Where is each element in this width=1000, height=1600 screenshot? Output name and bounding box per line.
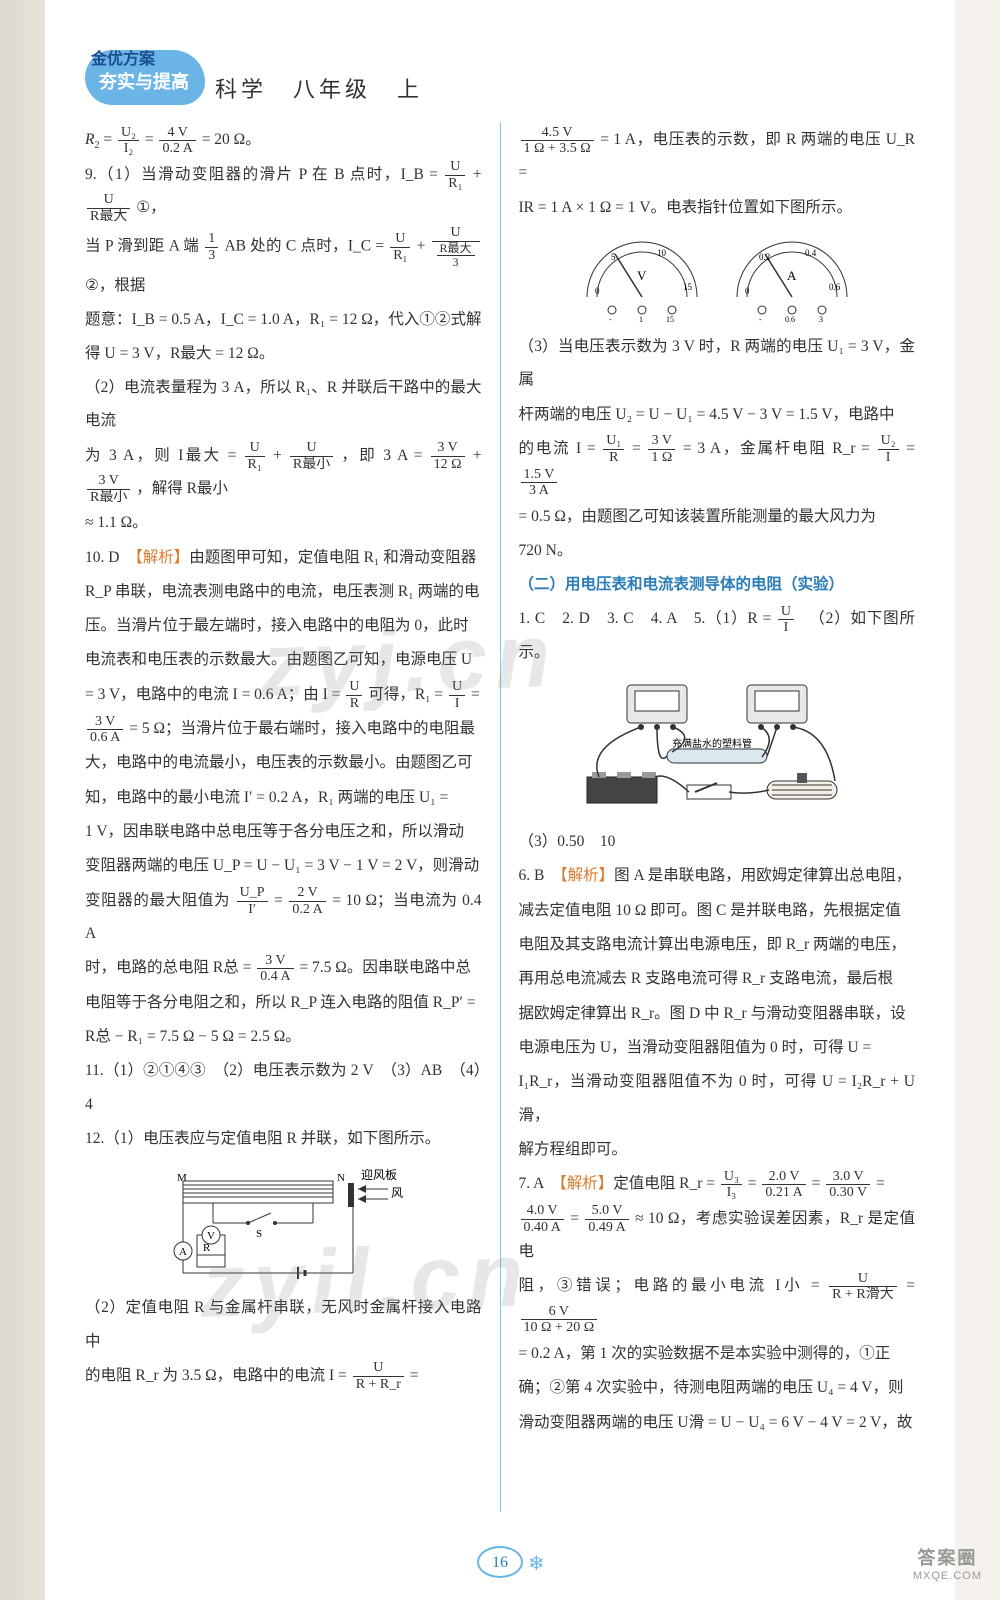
text-line: I₁R_r，当滑动变阻器阻值不为 0 时，可得 U = I₂R_r + U滑，	[519, 1065, 916, 1132]
text-line: IR = 1 A × 1 Ω = 1 V。电表指针位置如下图所示。	[519, 191, 916, 224]
text-line: 确；②第 4 次实验中，待测电阻两端的电压 U₄ = 4 V，则	[519, 1371, 916, 1404]
svg-text:0: 0	[745, 286, 750, 296]
stamp-line1: 金优方案	[91, 45, 155, 69]
text-line: 1. C 2. D 3. C 4. A 5.（1）R = UI （2）如下图所示…	[519, 602, 916, 669]
text-line: 滑动变阻器两端的电压 U滑 = U − U₄ = 6 V − 4 V = 2 V…	[519, 1406, 916, 1439]
text-line: 3 V0.6 A = 5 Ω；当滑片位于最右端时，接入电路中的电阻最	[85, 712, 482, 745]
text-line: 压。当滑片位于最左端时，接入电路中的电阻为 0，此时	[85, 609, 482, 642]
analysis-label: 【解析】	[559, 1175, 613, 1192]
text-line: 大，电路中的电流最小，电压表的示数最小。由题图乙可	[85, 746, 482, 779]
text-line: 变阻器两端的电压 U_P = U − U₁ = 3 V − 1 V = 2 V，…	[85, 849, 482, 882]
analysis-label: 【解析】	[135, 549, 189, 566]
text-line: R2 = U₂I₂ = 4 V0.2 A = 20 Ω。	[85, 123, 482, 157]
right-column: 4.5 V1 Ω + 3.5 Ω = 1 A，电压表的示数，即 R 两端的电压 …	[501, 122, 916, 1512]
binding-edge	[0, 0, 45, 1600]
svg-text:5: 5	[611, 252, 616, 262]
text-line: = 3 V，电路中的电流 I = 0.6 A；由 I = UR 可得，R₁ = …	[85, 678, 482, 711]
text-line: 10. D 【解析】由题图甲可知，定值电阻 R₁ 和滑动变阻器	[85, 541, 482, 574]
page-header: 金优方案 夯实与提高 科学 八年级 上	[85, 30, 915, 110]
snow-icon: ❄	[528, 1551, 545, 1576]
svg-text:0.4: 0.4	[805, 248, 817, 258]
svg-text:15: 15	[683, 282, 693, 292]
svg-text:迎风板: 迎风板	[361, 1168, 397, 1182]
text-line: = 0.2 A，第 1 次的实验数据不是本实验中测得的，①正	[519, 1337, 916, 1370]
text-line: 电阻等于各分电阻之和，所以 R_P 连入电路的阻值 R_P′ =	[85, 986, 482, 1019]
text-line: 的电流 I = U₁R = 3 V1 Ω = 3 A，金属杆电阻 R_r = U…	[519, 432, 916, 499]
text-line: 7. A 【解析】定值电阻 R_r = U₃I₃ = 2.0 V0.21 A =…	[519, 1167, 916, 1200]
svg-text:A: A	[179, 1246, 187, 1258]
text-line: 据欧姆定律算出 R_r。图 D 中 R_r 与滑动变阻器串联，设	[519, 997, 916, 1030]
page-number: 16	[477, 1546, 523, 1578]
text-line: 当 P 滑到距 A 端 13 AB 处的 C 点时，I_C = UR₁ + UR…	[85, 225, 482, 302]
svg-text:0.2: 0.2	[759, 252, 770, 262]
svg-text:N: N	[337, 1172, 345, 1184]
text-line: 为 3 A，则 I最大 = UR₁ + UR最小 ，即 3 A = 3 V12 …	[85, 439, 482, 506]
text-line: 6. B 【解析】图 A 是串联电路，用欧姆定律算出总电阻，	[519, 859, 916, 892]
text-line: 减去定值电阻 10 Ω 即可。图 C 是并联电路，先根据定值	[519, 894, 916, 927]
svg-text:S: S	[256, 1228, 262, 1240]
svg-text:0.6: 0.6	[829, 282, 841, 292]
svg-text:1: 1	[639, 315, 643, 322]
text-line: 题意：I_B = 0.5 A，I_C = 1.0 A，R₁ = 12 Ω，代入①…	[85, 303, 482, 370]
svg-text:V: V	[207, 1230, 215, 1242]
text-line: 杆两端的电压 U₂ = U − U₁ = 4.5 V − 3 V = 1.5 V…	[519, 398, 916, 431]
text-line: 1 V，因串联电路中总电压等于各分电压之和，所以滑动	[85, 815, 482, 848]
svg-text:0.6: 0.6	[785, 315, 795, 322]
svg-text:15: 15	[666, 315, 674, 322]
svg-text:A: A	[787, 268, 797, 283]
text-line: 电阻及其支路电流计算出电源电压，即 R_r 两端的电压，	[519, 928, 916, 961]
text-line: （2）电流表量程为 3 A，所以 R₁、R 并联后干路中的最大电流	[85, 371, 482, 438]
svg-text:风: 风	[391, 1186, 403, 1200]
text-line: 知，电路中的最小电流 I′ = 0.2 A，R₁ 两端的电压 U₁ =	[85, 781, 482, 814]
svg-text:3: 3	[819, 315, 823, 322]
text-line: 4.0 V0.40 A = 5.0 V0.49 A ≈ 10 Ω，考虑实验误差因…	[519, 1202, 916, 1269]
content-columns: R2 = U₂I₂ = 4 V0.2 A = 20 Ω。 9.（1）当滑动变阻器…	[85, 122, 915, 1512]
text-line: 720 N。	[519, 534, 916, 567]
text-line: 电源电压为 U，当滑动变阻器阻值为 0 时，可得 U =	[519, 1031, 916, 1064]
circuit-diagram-1: M N 迎风板 风 A	[85, 1163, 482, 1283]
text-line: 解方程组即可。	[519, 1133, 916, 1166]
text-line: = 0.5 Ω，由题图乙可知该装置所能测量的最大风力为	[519, 500, 916, 533]
meter-diagram: 0 5 10 15 V - 1 15 0 0.2 0.4 0.6 A	[519, 232, 916, 322]
source-watermark: 答案圈 MXQE.COM	[913, 1544, 982, 1582]
svg-text:-: -	[609, 315, 612, 322]
text-line: 9.（1）当滑动变阻器的滑片 P 在 B 点时，I_B = UR₁ + UR最大…	[85, 158, 482, 225]
svg-text:0: 0	[595, 286, 600, 296]
section-title: （二）用电压表和电流表测导体的电阻（实验）	[519, 568, 916, 601]
left-column: R2 = U₂I₂ = 4 V0.2 A = 20 Ω。 9.（1）当滑动变阻器…	[85, 122, 501, 1512]
text-line: R总 − R₁ = 7.5 Ω − 5 Ω = 2.5 Ω。	[85, 1020, 482, 1053]
stamp-line2: 夯实与提高	[99, 68, 189, 94]
text-line: ≈ 1.1 Ω。	[85, 506, 482, 539]
text-line: 12.（1）电压表应与定值电阻 R 并联，如下图所示。	[85, 1122, 482, 1155]
svg-text:M: M	[177, 1172, 187, 1184]
text-line: 的电阻 R_r 为 3.5 Ω，电路中的电流 I = UR + R_r =	[85, 1359, 482, 1392]
header-title: 科学 八年级 上	[215, 72, 423, 110]
text-line: （3）0.50 10	[519, 825, 916, 858]
text-line: 变阻器的最大阻值为 U_PI′ = 2 V0.2 A = 10 Ω；当电流为 0…	[85, 884, 482, 951]
brand-stamp: 金优方案 夯实与提高	[85, 40, 205, 110]
svg-text:V: V	[637, 268, 647, 283]
analysis-label: 【解析】	[560, 867, 614, 884]
circuit-diagram-2: 充满盐水的塑料管	[519, 677, 916, 817]
text-line: 时，电路的总电阻 R总 = 3 V0.4 A = 7.5 Ω。因串联电路中总	[85, 951, 482, 984]
text-line: 阻，③错误；电路的最小电流 I小 = UR + R滑大 = 6 V10 Ω + …	[519, 1269, 916, 1336]
text-line: （2）定值电阻 R 与金属杆串联，无风时金属杆接入电路中	[85, 1291, 482, 1358]
text-line: 11.（1）②①④③ （2）电压表示数为 2 V （3）AB （4）4	[85, 1054, 482, 1121]
svg-text:-: -	[759, 315, 762, 322]
text-line: 再用总电流减去 R 支路电流可得 R_r 支路电流，最后根	[519, 962, 916, 995]
page: 金优方案 夯实与提高 科学 八年级 上 R2 = U₂I₂ = 4 V0.2 A…	[45, 0, 955, 1600]
text-line: 4.5 V1 Ω + 3.5 Ω = 1 A，电压表的示数，即 R 两端的电压 …	[519, 123, 916, 190]
svg-text:10: 10	[657, 248, 667, 258]
text-line: R_P 串联，电流表测电路中的电流，电压表测 R₁ 两端的电	[85, 575, 482, 608]
text-line: （3）当电压表示数为 3 V 时，R 两端的电压 U₁ = 3 V，金属	[519, 330, 916, 397]
text-line: 电流表和电压表的示数最大。由题图乙可知，电源电压 U	[85, 643, 482, 676]
